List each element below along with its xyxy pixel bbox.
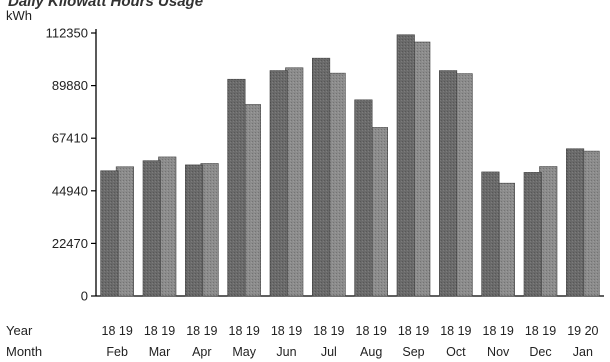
y-tick-label: 112350 — [46, 26, 88, 41]
year-label: 18 19 — [483, 324, 514, 338]
month-label: Aug — [360, 345, 382, 359]
year-row-label: Year — [6, 323, 33, 338]
year-label: 18 19 — [525, 324, 556, 338]
bar-texture — [581, 151, 600, 296]
month-label: Oct — [446, 345, 466, 359]
y-axis: 0 22470 44940 67410 89880 112350 — [46, 26, 604, 304]
month-label: Dec — [529, 345, 551, 359]
year-label: 19 20 — [567, 324, 598, 338]
x-axis-labels: Year Month 18 19 Feb 18 19 Mar 18 19 Apr 18 19… — [6, 323, 599, 359]
bar-texture — [227, 79, 246, 296]
bar-texture — [100, 170, 119, 296]
bar-texture — [285, 67, 303, 296]
bar-texture — [370, 127, 388, 296]
bar-texture — [158, 156, 176, 296]
bar-texture — [497, 183, 515, 296]
bar-texture — [185, 164, 203, 296]
bar-texture — [327, 73, 346, 296]
bar-texture — [539, 166, 557, 296]
bar-texture — [481, 171, 500, 296]
year-label: 18 19 — [356, 324, 387, 338]
y-tick-label: 89880 — [52, 78, 88, 93]
chart-title: Daily Kilowatt Hours Usage — [8, 0, 203, 10]
bar-texture — [143, 160, 161, 296]
y-tick-label: 0 — [81, 289, 88, 304]
bar-texture — [243, 104, 261, 296]
bar-texture — [524, 172, 542, 296]
year-label: 18 19 — [186, 324, 217, 338]
month-label: Jul — [321, 345, 337, 359]
bar-texture — [312, 58, 330, 296]
bar-texture — [354, 99, 373, 296]
month-label: Jun — [276, 345, 296, 359]
year-label: 18 19 — [440, 324, 471, 338]
year-label: 18 19 — [398, 324, 429, 338]
year-label: 18 19 — [102, 324, 133, 338]
month-label: Nov — [487, 345, 510, 359]
year-label: 18 19 — [229, 324, 260, 338]
y-tick-label: 67410 — [52, 131, 88, 146]
bar-texture — [439, 70, 457, 296]
month-label: Apr — [192, 345, 211, 359]
month-label: Sep — [402, 345, 424, 359]
month-row-label: Month — [6, 344, 42, 359]
year-label: 18 19 — [313, 324, 344, 338]
bar-texture — [566, 148, 584, 296]
month-label: May — [232, 345, 256, 359]
bar-texture — [270, 70, 288, 296]
y-tick-label: 22470 — [52, 236, 88, 251]
month-label: Mar — [149, 345, 171, 359]
bar-texture — [454, 73, 473, 296]
y-axis-unit-label: kWh — [6, 8, 32, 23]
month-label: Feb — [106, 345, 128, 359]
year-label: 18 19 — [271, 324, 302, 338]
year-label: 18 19 — [144, 324, 175, 338]
y-tick-label: 44940 — [52, 183, 88, 198]
bar-texture — [397, 34, 415, 296]
bar-series — [100, 34, 600, 297]
month-label: Jan — [573, 345, 593, 359]
bar-texture — [200, 163, 219, 296]
bar-texture — [116, 166, 134, 296]
bar-texture — [412, 42, 430, 296]
